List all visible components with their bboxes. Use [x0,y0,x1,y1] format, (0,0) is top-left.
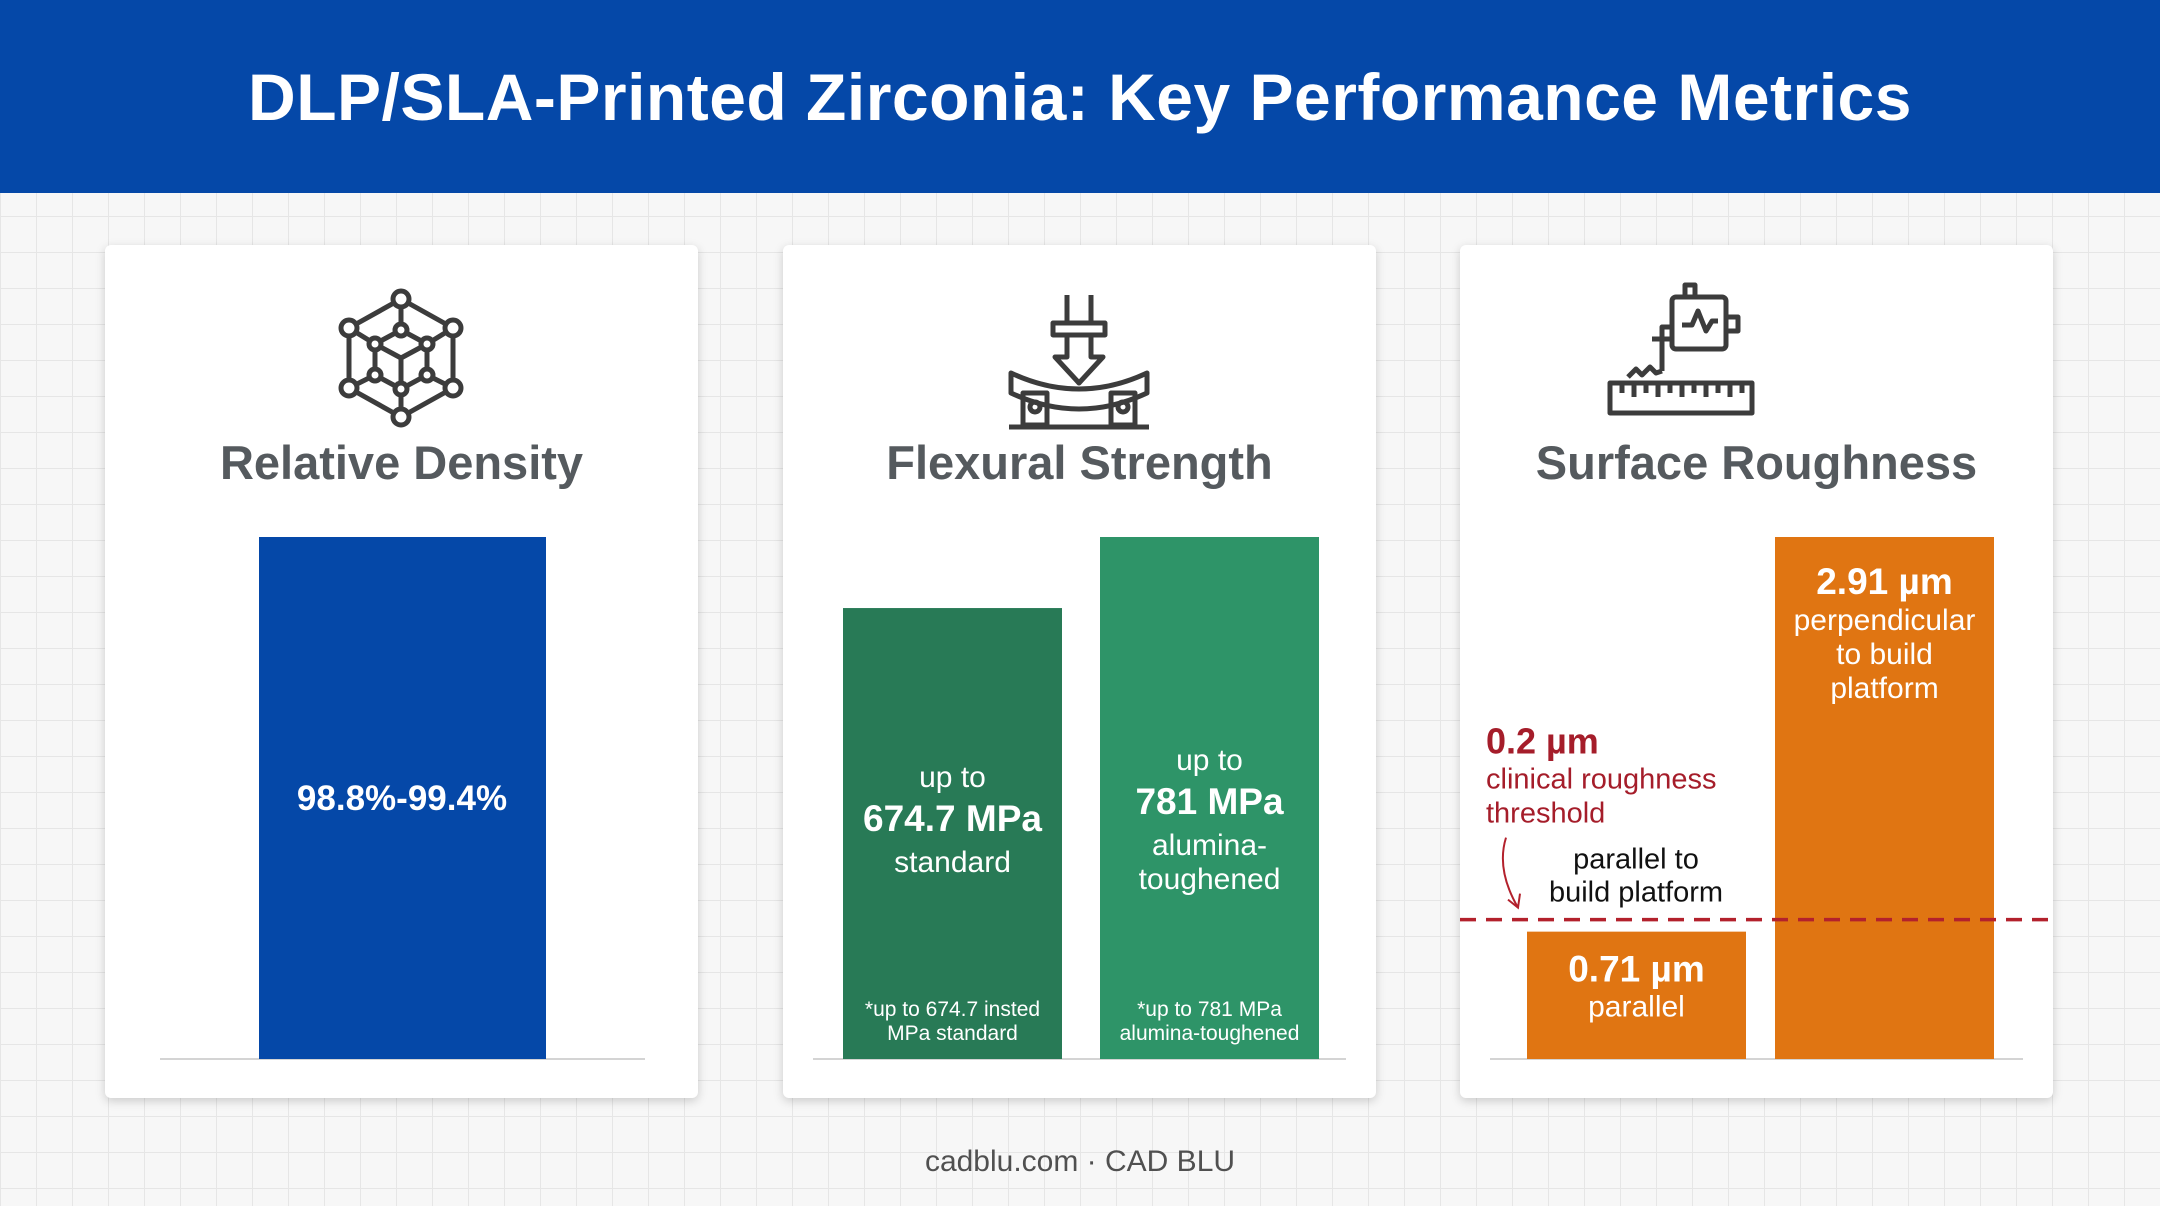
flexural-bar-2-footnote-line2: alumina-toughened [1120,1022,1300,1045]
parallel-annotation-line1: parallel to [1573,844,1699,876]
threshold-label-line2: threshold [1486,798,1605,830]
flexural-bar-1-footnote-line2: MPa standard [887,1022,1018,1045]
surface-roughness-card: Surface Roughness 0.71 µm parallel 2.91 µm… [1460,245,2053,1098]
source-credit: cadblu.com · CAD BLU [924,1145,1236,1178]
roughness-bar-1 [1527,931,1746,1059]
roughness-bar-2-caption-line3: platform [1830,672,1938,705]
flexural-bar-2-caption-line2: toughened [1139,863,1281,896]
flexural-bar-2-prefix: up to [1176,744,1243,777]
flexural-bar-1-footnote-line1: *up to 674.7 insted [865,998,1040,1021]
threshold-label-line1: clinical roughness [1486,764,1717,796]
roughness-bar-2 [1775,537,1994,1059]
parallel-annotation-line2: build platform [1549,877,1723,909]
flexural-strength-card: Flexural Strength up to 674.7 MPa standard… [783,245,1376,1098]
relative-density-chart: 98.8%-99.4% [160,537,645,1060]
relative-density-title: Relative Density [219,436,584,489]
flexural-bar-1-caption: standard [894,846,1011,879]
relative-density-card: Relative Density 98.8%-99.4% [105,245,698,1098]
threshold-value: 0.2 µm [1486,721,1599,762]
density-value-label: 98.8%-99.4% [297,779,507,818]
flexural-bar-1-value: 674.7 MPa [863,798,1042,839]
threshold-arrow [1501,837,1519,909]
flexural-strength-chart: up to 674.7 MPa standard *up to 674.7 inste… [813,537,1346,1060]
flexural-bar-2-value: 781 MPa [1135,781,1284,822]
flexural-bar-2-caption-line1: alumina- [1152,829,1267,862]
roughness-bar-2-value: 2.91 µm [1816,561,1953,602]
flexural-bar-2 [1100,537,1319,1059]
surface-roughness-title: Surface Roughness [1535,436,1978,489]
header-banner: DLP/SLA-Printed Zirconia: Key Performanc… [0,0,2160,193]
flexural-bar-2-footnote-line1: *up to 781 MPa [1137,998,1282,1021]
density-bar [259,537,546,1059]
lattice-cube-icon [338,288,464,428]
roughness-bar-1-caption: parallel [1588,991,1685,1024]
page-title: DLP/SLA-Printed Zirconia: Key Performanc… [248,59,1912,134]
profilometer-ruler-icon [1607,282,1755,416]
three-point-bend-test-icon [1008,295,1150,430]
flexural-bar-1-prefix: up to [919,761,986,794]
flexural-strength-title: Flexural Strength [886,436,1273,489]
roughness-bar-2-caption-line1: perpendicular [1794,604,1976,637]
roughness-bar-1-value: 0.71 µm [1568,949,1705,990]
threshold-arrowhead [1507,893,1521,910]
roughness-bar-2-caption-line2: to build [1836,638,1933,671]
flexural-bar-1 [843,608,1062,1059]
